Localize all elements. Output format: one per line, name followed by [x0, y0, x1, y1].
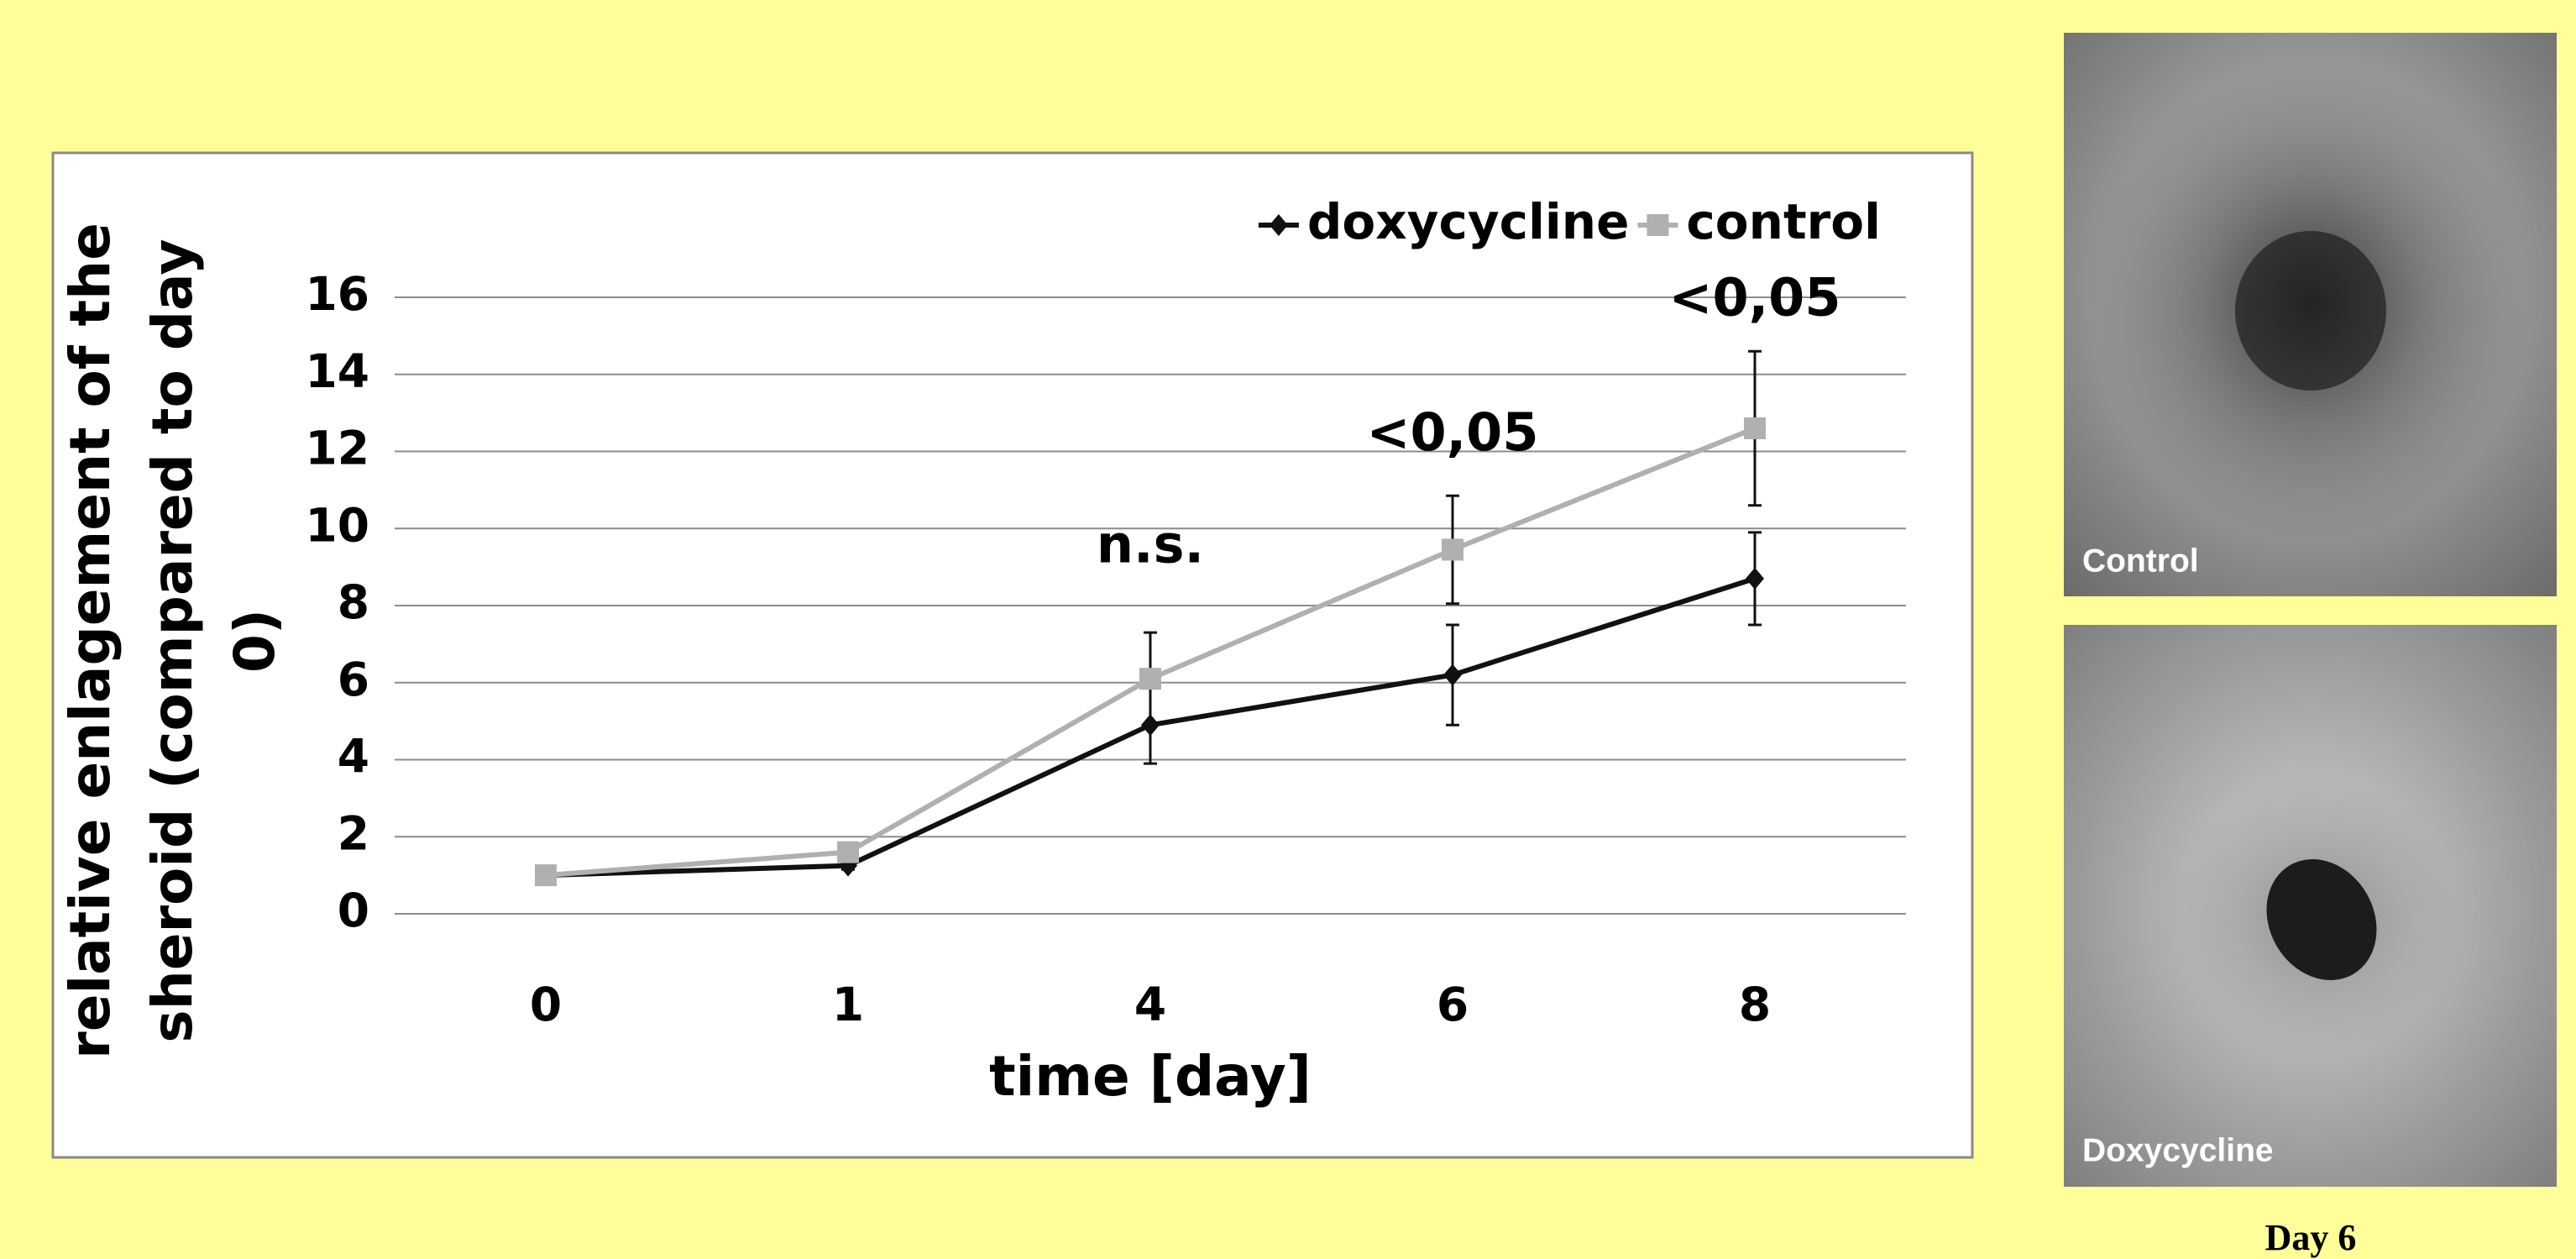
- x-tick-label: 0: [530, 978, 562, 1031]
- data-point: [535, 864, 557, 887]
- legend-label: control: [1686, 193, 1881, 250]
- x-tick-label: 1: [832, 978, 864, 1031]
- x-tick-label: 4: [1134, 978, 1166, 1031]
- y-tick-label: 4: [338, 730, 369, 784]
- data-point: [837, 841, 859, 863]
- y-tick-label: 16: [305, 267, 369, 321]
- legend-marker: [1269, 214, 1288, 236]
- image-label: Doxycycline: [2082, 1132, 2274, 1168]
- annotation: <0,05: [1367, 401, 1539, 463]
- legend-label: doxycycline: [1307, 193, 1630, 250]
- data-point: [1443, 664, 1462, 686]
- y-tick-label: 8: [338, 575, 369, 629]
- photo-control: [2064, 33, 2557, 596]
- image-label: Control: [2082, 543, 2199, 579]
- data-point: [1746, 567, 1764, 590]
- y-tick-label: 2: [338, 806, 369, 860]
- data-point: [1744, 417, 1766, 439]
- photo-doxycycline: [2064, 625, 2557, 1187]
- x-tick-label: 6: [1437, 978, 1469, 1031]
- x-tick-label: 8: [1739, 978, 1771, 1031]
- y-tick-label: 6: [338, 653, 369, 706]
- y-tick-label: 14: [305, 344, 369, 398]
- x-axis-label: time [day]: [989, 1044, 1312, 1109]
- data-point: [1442, 538, 1463, 561]
- y-tick-label: 12: [305, 422, 369, 475]
- y-tick-label: 10: [305, 498, 369, 552]
- y-axis-label: relative enlagement of the sheroid (comp…: [58, 223, 287, 1059]
- annotation: n.s.: [1097, 513, 1204, 574]
- data-point: [1139, 668, 1161, 690]
- legend-marker: [1647, 214, 1669, 236]
- chart-frame: [51, 151, 1974, 1159]
- annotation: <0,05: [1669, 267, 1841, 328]
- caption: Day 6: [2265, 1217, 2357, 1258]
- y-tick-label: 0: [338, 884, 369, 937]
